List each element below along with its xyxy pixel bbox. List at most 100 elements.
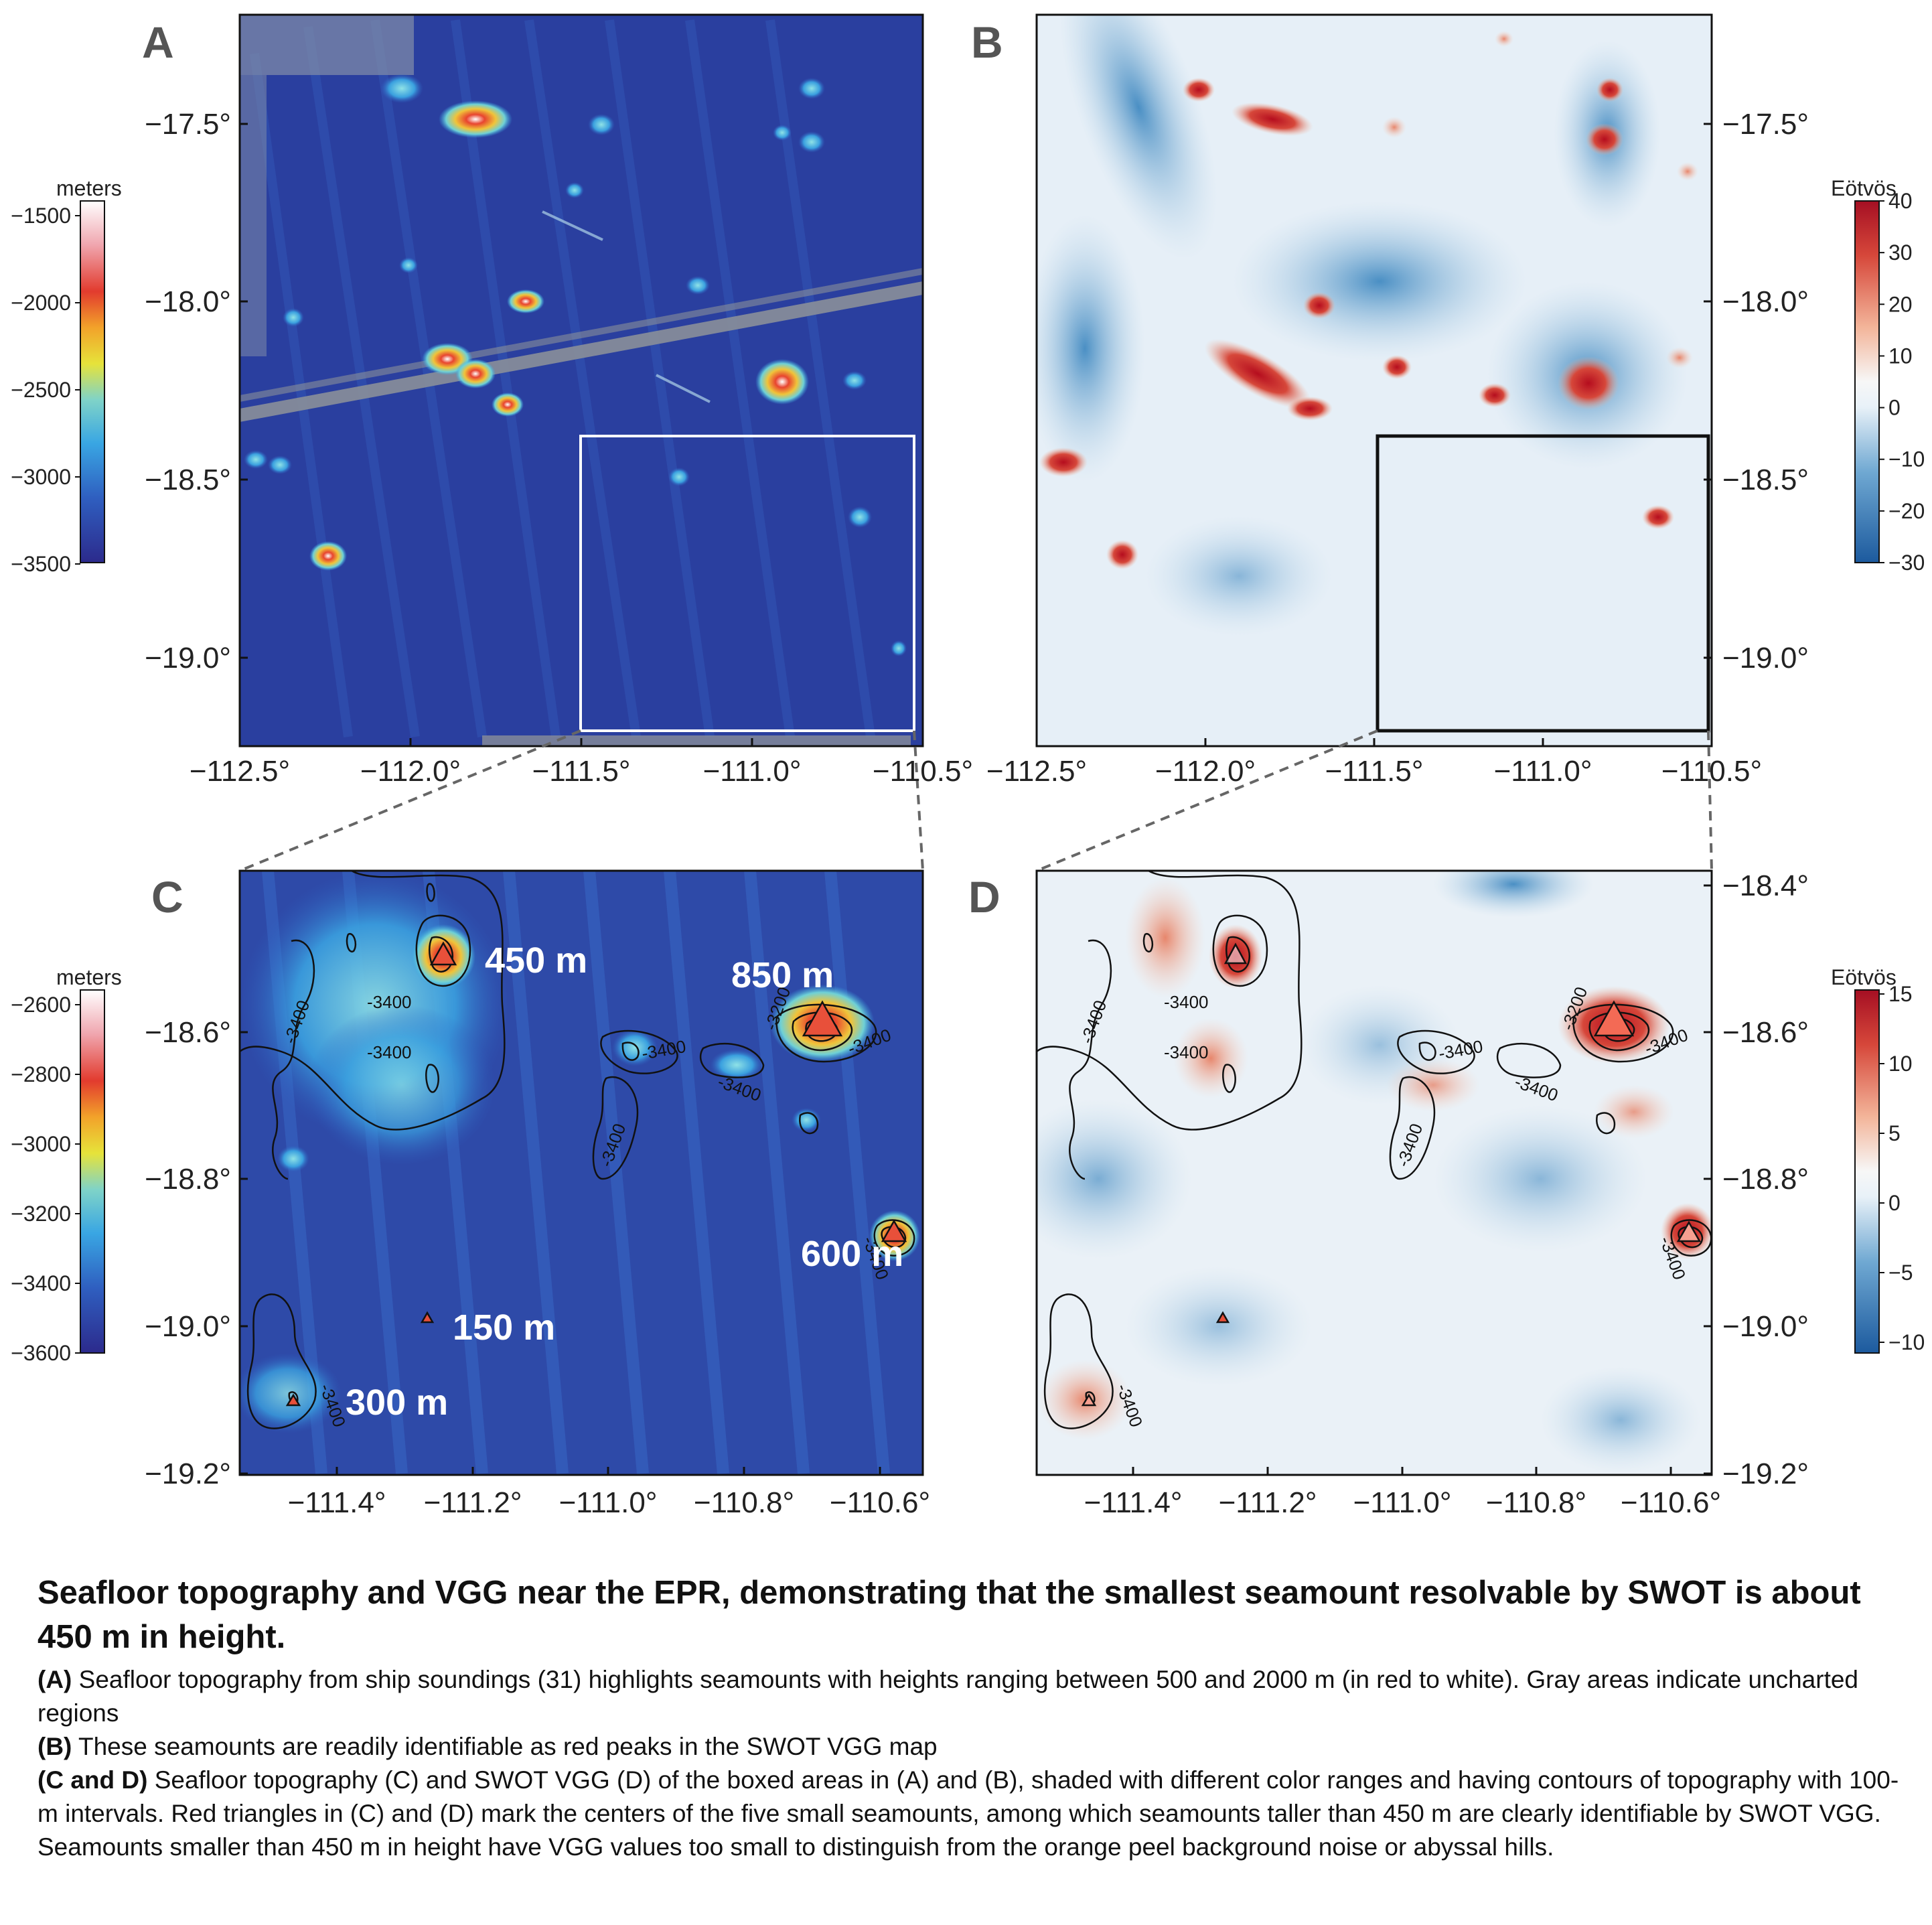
panel-label-a: A [142,17,174,67]
panel-c-colorbar-tick: −3000 [11,1132,71,1156]
panel-c: -3400 -3400-3400 -3400-3400-3200-3400-3400… [11,869,924,1476]
panel-c-contour-label: -3400 [367,992,412,1012]
seamount-triangle-850 [802,1000,843,1037]
panel-c-lon-tick-label: −111.0° [559,1486,658,1519]
panel-d-lat-tick-label: −18.4° [1722,869,1809,902]
panel-c-contour-label: -3400 [367,1042,412,1062]
panel-d-lon-tick-label: −111.0° [1353,1486,1452,1519]
panel-b-colorbar-tick: 40 [1888,189,1913,213]
panel-b-lat-tick-label: −17.5° [1722,108,1809,141]
panel-d-colorbar-tick: 5 [1888,1121,1901,1145]
caption-tag-cd: (C and D) [38,1766,148,1794]
panel-c-lat-tick-label: −18.6° [145,1016,231,1049]
panel-d-lat-tick-label: −19.2° [1722,1457,1809,1490]
panel-a: A meters −1500 −2000 −2500 −3000 −3500 [11,13,924,747]
panel-d-colorbar-tick: 10 [1888,1052,1913,1076]
panel-a-lon-tick-label: −111.5° [532,755,631,788]
panel-c-lon-tick-label: −110.8° [694,1486,794,1519]
panel-b-colorbar-tick: 10 [1888,344,1913,368]
panel-a-lat-tick-label: −19.0° [145,642,231,674]
colorbar-b: Eötvös 40 30 20 10 0 −10 −20 −30 [1831,176,1925,575]
panel-b-lat-tick-label: −19.0° [1722,642,1809,674]
inset-connectors [239,729,1713,872]
panel-c-lon-tick-label: −110.6° [830,1486,930,1519]
panel-label-c: C [151,872,183,922]
panel-a-lat-tick-label: −18.0° [145,285,231,318]
caption-tag-a: (A) [38,1666,72,1693]
panel-c-lat-tick-label: −19.0° [145,1310,231,1343]
panel-b-colorbar-tick: −20 [1888,499,1925,523]
panel-b-lon-tick-label: −111.0° [1494,755,1592,788]
panel-d-colorbar-tick: 0 [1888,1191,1901,1215]
panel-a-lon-tick-label: −111.0° [703,755,802,788]
inset-box-a [579,435,915,732]
panel-b-colorbar-tick: 30 [1888,240,1913,265]
panel-c-lon-tick-label: −111.4° [288,1486,386,1519]
seamount-triangle-450 [429,941,457,966]
caption-item-b: (B) These seamounts are readily identifi… [38,1730,1899,1764]
figure: A meters −1500−2000−2500−3000−3500 [11,13,1925,1519]
panel-a-colorbar-tick: −3500 [11,552,71,576]
inset-box-b [1376,434,1710,733]
panel-d-contour-label: -3400 [1164,992,1209,1012]
panel-c-lon-tick-label: −111.2° [424,1486,522,1519]
panel-d-colorbar-tick: 15 [1888,982,1913,1006]
caption-text-b: These seamounts are readily identifiable… [78,1733,938,1760]
height-label-300: 300 m [346,1382,448,1423]
panel-b-colorbar-tick: −10 [1888,447,1925,472]
height-label-850: 850 m [731,955,834,995]
panel-a-lat-tick-label: −18.5° [145,464,231,496]
panel-d-contour-label: -3400 [1164,1042,1209,1062]
panel-a-lon-tick-label: −110.5° [873,755,973,788]
panel-b-colorbar-tick: 0 [1888,396,1901,420]
caption-title: Seafloor topography and VGG near the EPR… [38,1575,1861,1655]
panel-d-lat-tick-label: −18.6° [1722,1016,1809,1049]
panel-b: B Eötvös 40 30 20 10 0 −10 −20 −30 [971,13,1925,747]
panel-a-colorbar-tick: −2500 [11,378,71,402]
panel-d-lat-tick-label: −18.8° [1722,1163,1809,1196]
colorbar-title-b: Eötvös [1831,176,1897,200]
panel-b-lon-tick-label: −111.5° [1325,755,1424,788]
panel-d: -3400 -3400-3400 -3400-3400-3200-3400-3400… [968,869,1925,1476]
panel-c-colorbar-tick: −2800 [11,1062,71,1086]
panel-a-colorbar-tick: −3000 [11,465,71,489]
caption-item-a: (A) Seafloor topography from ship soundi… [38,1663,1899,1730]
panel-c-lat-tick-label: −19.2° [145,1457,231,1490]
panel-c-colorbar-tick: −3600 [11,1341,71,1365]
panel-b-lat-tick-label: −18.5° [1722,464,1809,496]
panel-b-lat-tick-label: −18.0° [1722,285,1809,318]
panel-d-lon-tick-label: −111.4° [1084,1486,1183,1519]
panel-b-colorbar-tick: 20 [1888,292,1913,316]
seamount-triangle-150 [420,1311,435,1324]
colorbar-d: Eötvös 15 10 5 0 −5 −10 [1831,965,1925,1354]
seamount-triangle-300 [285,1393,301,1407]
height-label-150: 150 m [453,1307,555,1348]
panel-d-lon-tick-label: −111.2° [1219,1486,1317,1519]
colorbar-a: meters −1500 −2000 −2500 −3000 −3500 [11,176,122,576]
caption-tag-b: (B) [38,1733,72,1760]
colorbar-title-c: meters [56,965,122,989]
height-label-450: 450 m [485,940,587,981]
panel-a-lat-tick-label: −17.5° [145,108,231,141]
panel-d-lon-tick-label: −110.6° [1621,1486,1721,1519]
colorbar-title-d: Eötvös [1831,965,1897,989]
panel-c-lat-tick-label: −18.8° [145,1163,231,1196]
colorbar-c: meters −2600 −2800 −3000 −3200 −3400 −3600 [11,965,122,1365]
caption-item-cd: (C and D) Seafloor topography (C) and SW… [38,1764,1899,1864]
seamount-triangle-600 [881,1219,907,1242]
caption-text-a: Seafloor topography from ship soundings … [38,1666,1859,1727]
caption-text-cd: Seafloor topography (C) and SWOT VGG (D)… [38,1766,1899,1861]
figure-caption: Seafloor topography and VGG near the EPR… [38,1571,1899,1864]
panel-d-colorbar-tick: −5 [1888,1261,1913,1285]
panel-d-colorbar-tick: −10 [1888,1330,1925,1354]
panel-b-lon-tick-label: −110.5° [1661,755,1762,788]
panel-a-colorbar-tick: −2000 [11,291,71,315]
panel-d-lon-tick-label: −110.8° [1486,1486,1586,1519]
panel-a-lon-tick-label: −112.0° [360,755,461,788]
panel-label-b: B [971,17,1003,67]
panel-b-lon-tick-label: −112.5° [986,755,1087,788]
panel-a-lon-tick-label: −112.5° [190,755,290,788]
height-label-600: 600 m [801,1234,903,1274]
panel-c-colorbar-tick: −3200 [11,1202,71,1226]
panel-d-lat-tick-label: −19.0° [1722,1310,1809,1343]
